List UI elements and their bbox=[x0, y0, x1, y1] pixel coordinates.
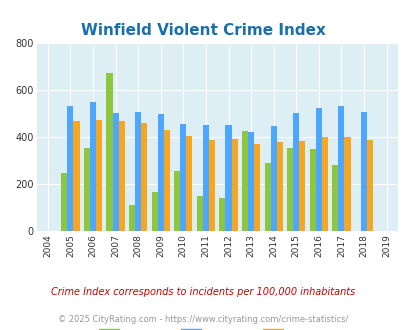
Bar bbox=[298, 141, 305, 231]
Bar bbox=[106, 74, 112, 231]
Bar bbox=[202, 125, 209, 231]
Bar bbox=[343, 137, 350, 231]
Bar bbox=[112, 113, 118, 231]
Bar bbox=[276, 142, 282, 231]
Bar bbox=[151, 192, 157, 231]
Bar bbox=[331, 165, 337, 231]
Text: © 2025 CityRating.com - https://www.cityrating.com/crime-statistics/: © 2025 CityRating.com - https://www.city… bbox=[58, 315, 347, 324]
Bar bbox=[321, 137, 327, 231]
Bar bbox=[67, 106, 73, 231]
Bar bbox=[360, 112, 366, 231]
Bar bbox=[241, 131, 247, 231]
Bar bbox=[247, 132, 254, 231]
Legend: Winfield, Missouri, National: Winfield, Missouri, National bbox=[94, 325, 339, 330]
Bar bbox=[61, 173, 67, 231]
Bar bbox=[209, 140, 215, 231]
Bar bbox=[186, 137, 192, 231]
Bar bbox=[225, 125, 231, 231]
Bar bbox=[96, 119, 102, 231]
Bar bbox=[231, 139, 237, 231]
Bar bbox=[90, 102, 96, 231]
Bar bbox=[84, 148, 90, 231]
Bar bbox=[366, 141, 372, 231]
Bar bbox=[196, 196, 202, 231]
Bar bbox=[129, 205, 135, 231]
Bar bbox=[73, 121, 79, 231]
Bar bbox=[180, 124, 186, 231]
Text: Winfield Violent Crime Index: Winfield Violent Crime Index bbox=[80, 23, 325, 38]
Bar bbox=[118, 121, 124, 231]
Bar bbox=[163, 130, 169, 231]
Bar bbox=[264, 163, 270, 231]
Text: Crime Index corresponds to incidents per 100,000 inhabitants: Crime Index corresponds to incidents per… bbox=[51, 287, 354, 297]
Bar bbox=[157, 114, 163, 231]
Bar bbox=[141, 123, 147, 231]
Bar bbox=[254, 145, 260, 231]
Bar bbox=[135, 112, 141, 231]
Bar bbox=[174, 171, 180, 231]
Bar bbox=[315, 108, 321, 231]
Bar bbox=[292, 114, 298, 231]
Bar bbox=[309, 149, 315, 231]
Bar bbox=[219, 198, 225, 231]
Bar bbox=[337, 106, 343, 231]
Bar bbox=[270, 126, 276, 231]
Bar bbox=[286, 148, 292, 231]
